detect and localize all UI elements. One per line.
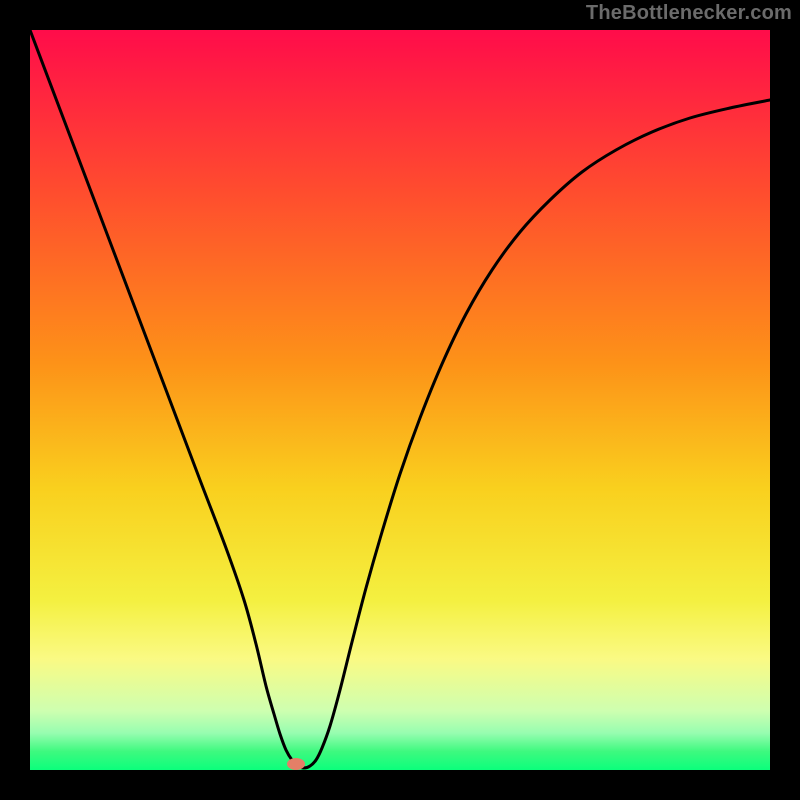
- plot-area: [30, 30, 770, 770]
- optimal-point-marker: [287, 758, 305, 770]
- watermark-text: TheBottlenecker.com: [586, 2, 792, 25]
- chart-container: TheBottlenecker.com: [0, 0, 800, 800]
- gradient-background: [30, 30, 770, 770]
